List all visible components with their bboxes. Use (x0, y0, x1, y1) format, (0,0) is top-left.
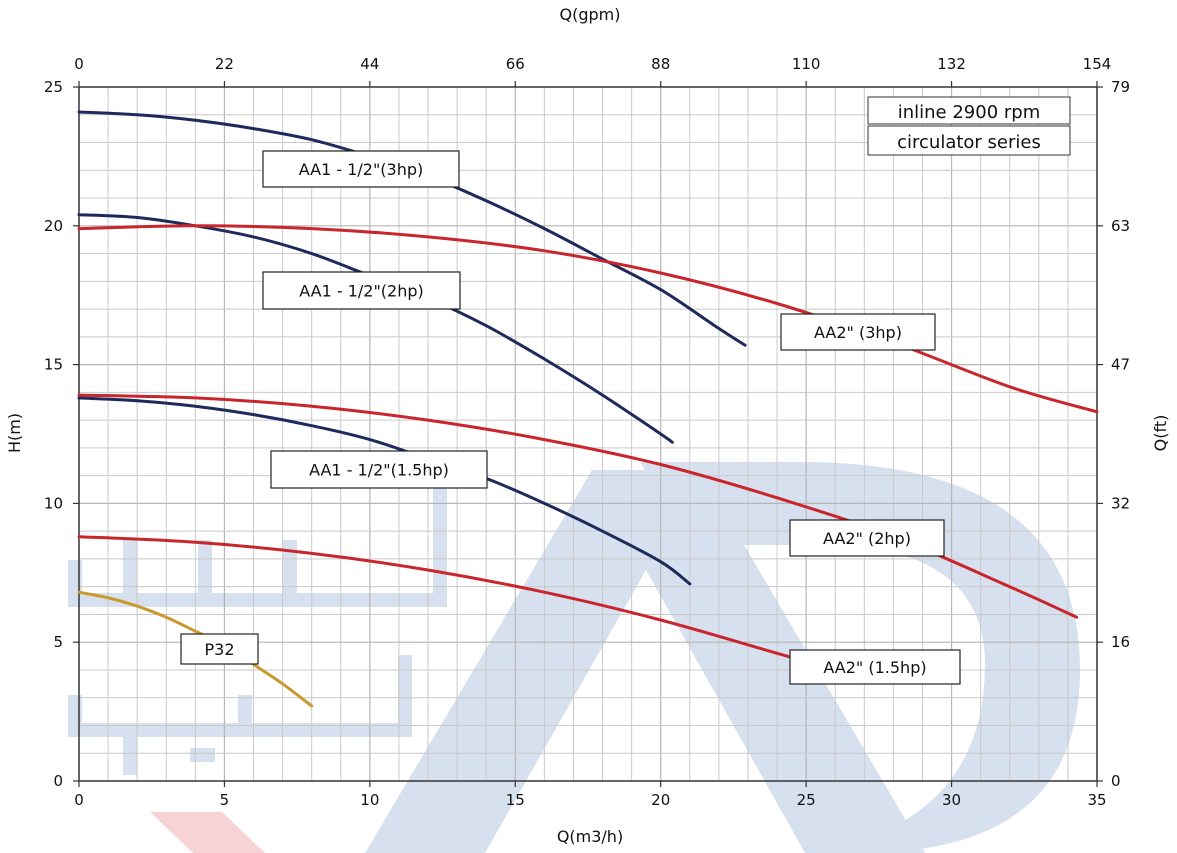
plot-border (78, 86, 1098, 782)
y-tick-label: 10 (44, 494, 63, 512)
y2-tick-label: 32 (1111, 494, 1130, 512)
series-label-box (270, 450, 488, 489)
x2-tick-label: 132 (937, 55, 966, 73)
watermark-a-shape (365, 470, 925, 853)
x-tick-label: 20 (651, 791, 670, 809)
series-label-text: AA2" (1.5hp) (823, 658, 926, 677)
series-label-text: AA2" (2hp) (823, 529, 911, 548)
x2-tick-label: 110 (792, 55, 821, 73)
watermark-d-shape (640, 462, 1080, 853)
legend-box-row-1 (867, 96, 1071, 125)
series-label-box (789, 519, 945, 557)
legend-line-1: inline 2900 rpm (898, 102, 1041, 123)
axis-ticks: 0 5 10 15 20 25 30 35 0 22 44 66 88 110 132 154 0 5 10 15 20… (44, 55, 1130, 809)
top-axis-title: Q(gpm) (560, 5, 621, 24)
y2-tick-label: 63 (1111, 217, 1130, 235)
x2-tick-label: 88 (651, 55, 670, 73)
x-tick-label: 10 (360, 791, 379, 809)
series-label-text: AA1 - 1/2"(2hp) (299, 282, 424, 301)
x2-tick-label: 0 (74, 55, 84, 73)
x-tick-label: 35 (1087, 791, 1106, 809)
y-tick-label: 20 (44, 217, 63, 235)
y2-tick-label: 79 (1111, 78, 1130, 96)
x-tick-label: 15 (506, 791, 525, 809)
legend-box-row-2 (867, 125, 1071, 156)
series-line (77, 110, 747, 347)
right-axis-title: Q(ft) (1151, 415, 1170, 452)
left-axis-title: H(m) (5, 413, 24, 453)
series-label-box (789, 649, 961, 685)
x2-tick-label: 22 (215, 55, 234, 73)
x-tick-label: 30 (942, 791, 961, 809)
legend-line-2: circulator series (897, 132, 1041, 153)
bottom-axis-title: Q(m3/h) (557, 827, 623, 846)
y-tick-label: 5 (53, 633, 63, 651)
series-line (77, 535, 820, 666)
series-label-box (262, 150, 460, 188)
plot-frame (78, 86, 1098, 782)
legend-box: inline 2900 rpm circulator series (867, 96, 1071, 156)
series-line (77, 224, 1099, 414)
x2-tick-label: 154 (1083, 55, 1112, 73)
series-label-text: P32 (204, 640, 234, 659)
series-label-text: AA1 - 1/2"(3hp) (299, 160, 424, 179)
y-tick-label: 25 (44, 78, 63, 96)
x-tick-label: 5 (220, 791, 230, 809)
x2-tick-label: 44 (360, 55, 379, 73)
series-label-box (780, 313, 936, 351)
x-tick-label: 25 (797, 791, 816, 809)
watermark-red-stripe (150, 812, 265, 853)
series-label-box (262, 271, 461, 310)
y2-tick-label: 16 (1111, 633, 1130, 651)
watermark-script-bottom (68, 655, 412, 775)
series-label-box (180, 633, 259, 665)
series-label-text: AA1 - 1/2"(1.5hp) (309, 461, 449, 480)
series-labels: AA1 - 1/2"(3hp) AA1 - 1/2"(2hp) AA1 - 1/2"… (180, 150, 961, 685)
y-tick-label: 0 (53, 772, 63, 790)
x-tick-label: 0 (74, 791, 84, 809)
series-line (77, 590, 314, 708)
y2-tick-label: 47 (1111, 356, 1130, 374)
y-tick-label: 15 (44, 356, 63, 374)
series-label-text: AA2" (3hp) (814, 323, 902, 342)
x2-tick-label: 66 (506, 55, 525, 73)
y2-tick-label: 0 (1111, 772, 1121, 790)
